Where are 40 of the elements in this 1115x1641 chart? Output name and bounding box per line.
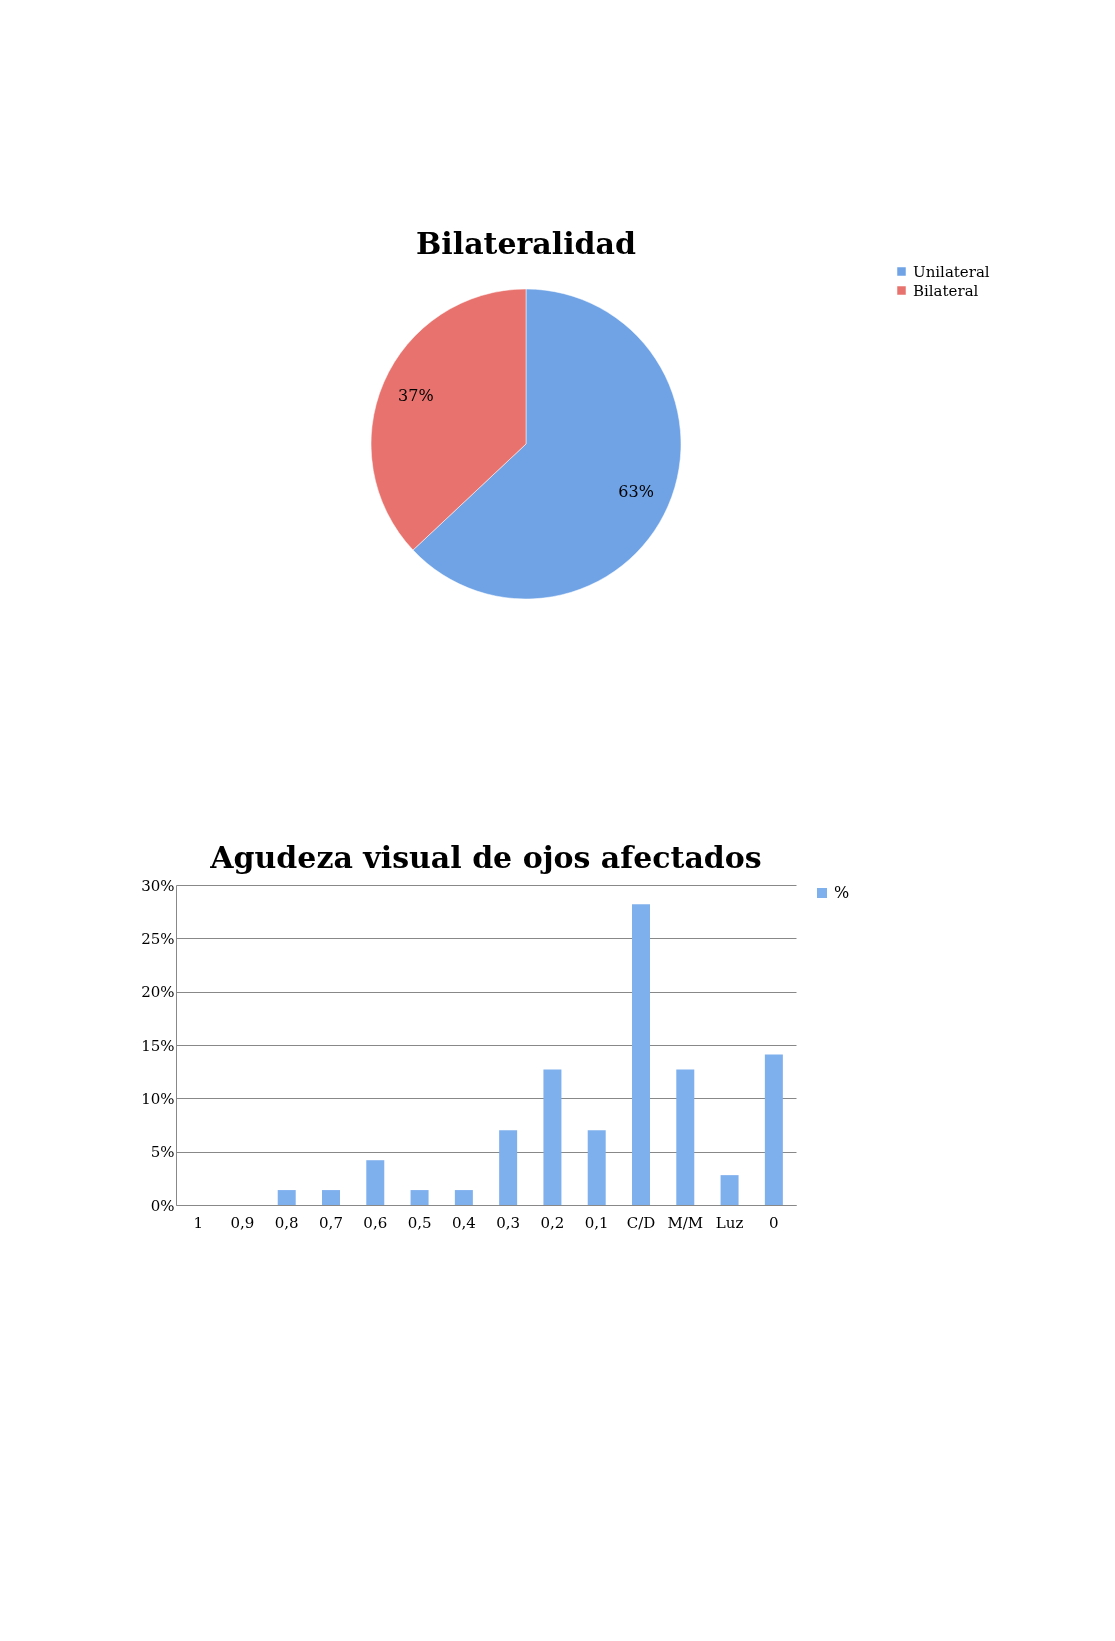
bar — [543, 1069, 562, 1205]
bar — [499, 1130, 518, 1205]
legend-label: % — [834, 883, 850, 902]
bar — [632, 904, 650, 1205]
legend-label: Unilateral — [913, 262, 990, 281]
x-tick-label: 0 — [769, 1213, 779, 1232]
x-tick-label: 1 — [193, 1213, 203, 1232]
bar — [454, 1190, 473, 1205]
y-tick-label: 15% — [141, 1036, 175, 1055]
x-tick-label: 0,1 — [584, 1213, 609, 1232]
x-tick-label: Luz — [715, 1213, 744, 1232]
y-tick-label: 10% — [141, 1089, 175, 1108]
bar — [676, 1069, 695, 1205]
x-tick-label: 0,9 — [230, 1213, 255, 1232]
y-tick-label: 20% — [141, 983, 175, 1002]
bar — [410, 1190, 429, 1205]
x-tick-label: 0,7 — [319, 1213, 343, 1232]
chart-title: Agudeza visual de ojos afectados — [209, 840, 762, 875]
bar — [720, 1175, 739, 1205]
data-label: 63% — [618, 481, 654, 501]
bar — [322, 1190, 340, 1205]
y-tick-label: 5% — [150, 1143, 175, 1162]
chart-title: Bilateralidad — [416, 226, 636, 261]
x-tick-label: 0,8 — [274, 1213, 299, 1232]
x-tick-label: 0,5 — [407, 1213, 432, 1232]
x-tick-label: 0,2 — [540, 1213, 565, 1232]
y-tick-label: 30% — [141, 876, 175, 895]
y-tick-label: 0% — [150, 1196, 175, 1215]
data-label: 37% — [398, 386, 434, 406]
x-tick-label: M/M — [667, 1213, 704, 1232]
x-tick-label: 0,4 — [451, 1213, 476, 1232]
bar — [366, 1160, 385, 1205]
x-tick-label: C/D — [626, 1213, 656, 1232]
bar — [764, 1054, 783, 1205]
x-tick-label: 0,6 — [363, 1213, 388, 1232]
x-tick-label: 0,3 — [496, 1213, 521, 1232]
y-tick-label: 25% — [141, 929, 175, 948]
legend-label: Bilateral — [913, 281, 979, 300]
bar — [587, 1130, 606, 1205]
bar — [277, 1190, 296, 1205]
